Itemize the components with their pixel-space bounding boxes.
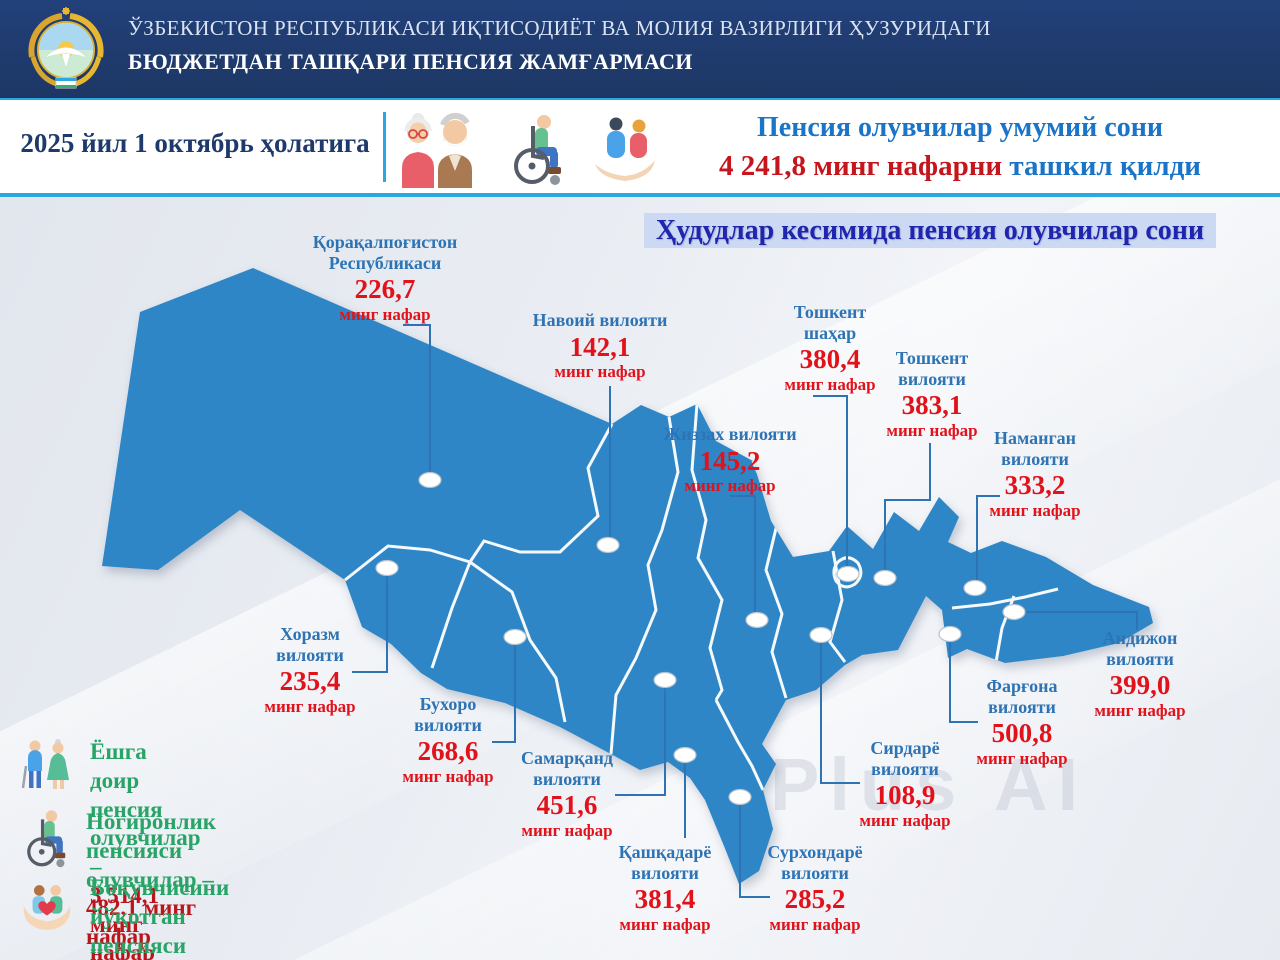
- region-label-jizzax: Жиззах вилояти 145,2 минг нафар: [635, 424, 825, 495]
- region-value: 381,4: [634, 884, 696, 915]
- header-bar: ЎЗБЕКИСТОН РЕСПУБЛИКАСИ ИҚТИСОДИЁТ ВА МО…: [0, 0, 1280, 98]
- region-unit: минг нафар: [619, 914, 711, 934]
- region-value: 108,9: [874, 780, 936, 811]
- region-name-line1: Тошкент: [793, 302, 867, 322]
- region-name-line1: Тошкент: [895, 348, 969, 368]
- region-name-line2: вилояти: [1106, 648, 1174, 669]
- region-name-line2: вилояти: [276, 644, 344, 665]
- region-name-line1: Самарқанд: [521, 748, 613, 768]
- region-value: 145,2: [699, 445, 761, 476]
- region-name: Қорақалпоғистон Республикаси: [290, 232, 480, 273]
- region-name: Наманган вилояти: [940, 428, 1130, 469]
- region-label-samarqand: Самарқанд вилояти 451,6 минг нафар: [472, 748, 662, 840]
- region-name-line1: Хоразм: [280, 624, 340, 644]
- region-name-line2: вилояти: [898, 368, 966, 389]
- elderly-couple-walking-icon: [21, 739, 69, 789]
- region-name-line2: вилояти: [871, 758, 939, 779]
- region-value: 333,2: [1004, 470, 1066, 501]
- region-name-line1: Андижон: [1102, 628, 1178, 648]
- wheelchair-person-icon: [27, 810, 66, 868]
- legend-label: Боқувчисини йўқотган пенсияси олувчи оил…: [90, 875, 230, 958]
- region-name: Самарқанд вилояти: [472, 748, 662, 789]
- region-name-line1: Бухоро: [419, 694, 477, 714]
- map-title: Ҳудудлар кесимида пенсия олувчилар сони: [640, 213, 1220, 248]
- total-pensioners-block: Пенсия олувчилар умумий сони 4 241,8 мин…: [670, 112, 1250, 183]
- region-name-line2: Республикаси: [328, 252, 442, 273]
- map-title-text: Ҳудудлар кесимида пенсия олувчилар сони: [643, 213, 1217, 248]
- region-name-line1: Фарғона: [986, 676, 1058, 696]
- region-unit: минг нафар: [339, 304, 431, 324]
- region-value: 235,4: [279, 666, 341, 697]
- region-name-line1: Жиззах вилояти: [663, 424, 797, 444]
- total-value-line: 4 241,8 минг нафарни ташкил қилди: [670, 150, 1250, 183]
- region-name: Фарғона вилояти: [947, 676, 1097, 717]
- region-name: Тошкент вилояти: [837, 348, 1027, 389]
- region-name-line2: вилояти: [414, 714, 482, 735]
- region-value: 226,7: [354, 274, 416, 305]
- region-name-line2: вилояти: [781, 862, 849, 883]
- legend-item-survivor-pension: Боқувчисини йўқотган пенсияси олувчи оил…: [20, 874, 229, 960]
- region-name: Сирдарё вилояти: [810, 738, 1000, 779]
- region-unit: минг нафар: [684, 475, 776, 495]
- region-label-qoraqalpogiston: Қорақалпоғистон Республикаси 226,7 минг н…: [290, 232, 480, 324]
- family-in-hands-icon: [23, 885, 71, 930]
- region-label-toshkent-viloyati: Тошкент вилояти 383,1 минг нафар: [837, 348, 1027, 440]
- vertical-divider: [383, 112, 386, 182]
- report-date: 2025 йил 1 октябрь ҳолатига: [20, 128, 370, 158]
- total-suffix: ташкил қилди: [1009, 150, 1201, 182]
- region-name-line1: Қорақалпоғистон: [312, 232, 458, 252]
- header-text: ЎЗБЕКИСТОН РЕСПУБЛИКАСИ ИҚТИСОДИЁТ ВА МО…: [128, 16, 991, 75]
- region-name: Сурхондарё вилояти: [720, 842, 910, 883]
- info-band: 2025 йил 1 октябрь ҳолатига: [0, 98, 1280, 197]
- region-value: 451,6: [536, 790, 598, 821]
- region-name-line2: вилояти: [533, 768, 601, 789]
- legend-value: 3 514,1 минг нафар: [90, 882, 159, 960]
- region-name: Жиззах вилояти: [635, 424, 825, 445]
- region-unit: минг нафар: [989, 500, 1081, 520]
- wheelchair-person-icon: [514, 115, 561, 185]
- legend-text: Боқувчисини йўқотган пенсияси олувчи оил…: [90, 874, 229, 960]
- total-title: Пенсия олувчилар умумий сони: [756, 112, 1163, 143]
- region-name: Андижон вилояти: [1065, 628, 1215, 669]
- region-unit: минг нафар: [859, 810, 951, 830]
- total-value: 4 241,8 минг нафарни: [718, 150, 1003, 182]
- region-name-line2: шаҳар: [803, 322, 857, 343]
- region-label-sirdaryo: Сирдарё вилояти 108,9 минг нафар: [810, 738, 1000, 830]
- region-name-line1: Сурхондарё: [767, 842, 863, 862]
- region-value: 285,2: [784, 884, 846, 915]
- region-label-surxondaryo: Сурхондарё вилояти 285,2 минг нафар: [720, 842, 910, 934]
- region-label-namangan: Наманган вилояти 333,2 минг нафар: [940, 428, 1130, 520]
- region-name: Хоразм вилояти: [215, 624, 405, 665]
- region-unit: минг нафар: [521, 820, 613, 840]
- region-name-line2: вилояти: [1001, 448, 1069, 469]
- uzbekistan-emblem-icon: [28, 6, 104, 89]
- fund-title: БЮДЖЕТДАН ТАШҚАРИ ПЕНСИЯ ЖАМҒАРМАСИ: [128, 49, 693, 74]
- legend-value: 482,1 минг нафар: [86, 895, 197, 949]
- region-value: 383,1: [901, 390, 963, 421]
- region-name: Бухоро вилояти: [353, 694, 543, 735]
- region-name: Навоий вилояти: [505, 310, 695, 331]
- region-unit: минг нафар: [554, 361, 646, 381]
- region-value: 142,1: [569, 331, 631, 362]
- region-name: Тошкент шаҳар: [735, 302, 925, 343]
- region-unit: минг нафар: [769, 914, 861, 934]
- region-name-line1: Сирдарё: [870, 738, 940, 758]
- family-care-icon: [595, 117, 655, 181]
- region-label-navoiy: Навоий вилояти 142,1 минг нафар: [505, 310, 695, 381]
- region-name-line1: Навоий вилояти: [532, 310, 668, 330]
- region-name-line2: вилояти: [988, 696, 1056, 717]
- elderly-couple-icon: [402, 112, 472, 188]
- ministry-title: ЎЗБЕКИСТОН РЕСПУБЛИКАСИ ИҚТИСОДИЁТ ВА МО…: [128, 16, 991, 40]
- region-name-line1: Наманган: [993, 428, 1077, 448]
